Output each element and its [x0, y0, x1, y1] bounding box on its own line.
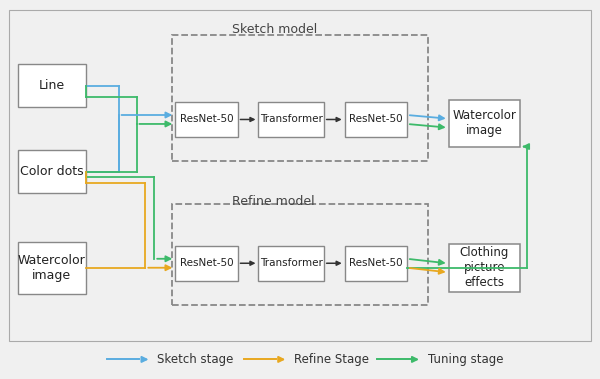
- Text: ResNet-50: ResNet-50: [179, 114, 233, 124]
- FancyBboxPatch shape: [175, 246, 238, 281]
- FancyBboxPatch shape: [259, 246, 324, 281]
- FancyBboxPatch shape: [449, 244, 520, 292]
- Text: ResNet-50: ResNet-50: [179, 258, 233, 268]
- Text: Watercolor
image: Watercolor image: [452, 109, 516, 137]
- Text: ResNet-50: ResNet-50: [349, 114, 403, 124]
- Text: Sketch model: Sketch model: [232, 23, 317, 36]
- FancyBboxPatch shape: [17, 64, 86, 107]
- Text: Color dots: Color dots: [20, 165, 83, 178]
- FancyBboxPatch shape: [175, 102, 238, 137]
- FancyBboxPatch shape: [259, 102, 324, 137]
- Text: Clothing
picture
effects: Clothing picture effects: [460, 246, 509, 290]
- Text: Watercolor
image: Watercolor image: [18, 254, 86, 282]
- Text: Transformer: Transformer: [260, 258, 323, 268]
- FancyBboxPatch shape: [449, 100, 520, 147]
- FancyBboxPatch shape: [344, 102, 407, 137]
- Text: Line: Line: [39, 79, 65, 92]
- FancyBboxPatch shape: [17, 242, 86, 294]
- Text: Refine model: Refine model: [232, 195, 314, 208]
- Text: Tuning stage: Tuning stage: [428, 353, 503, 366]
- FancyBboxPatch shape: [344, 246, 407, 281]
- Text: Sketch stage: Sketch stage: [157, 353, 234, 366]
- FancyBboxPatch shape: [17, 150, 86, 193]
- Text: Transformer: Transformer: [260, 114, 323, 124]
- Text: Refine Stage: Refine Stage: [294, 353, 369, 366]
- Text: ResNet-50: ResNet-50: [349, 258, 403, 268]
